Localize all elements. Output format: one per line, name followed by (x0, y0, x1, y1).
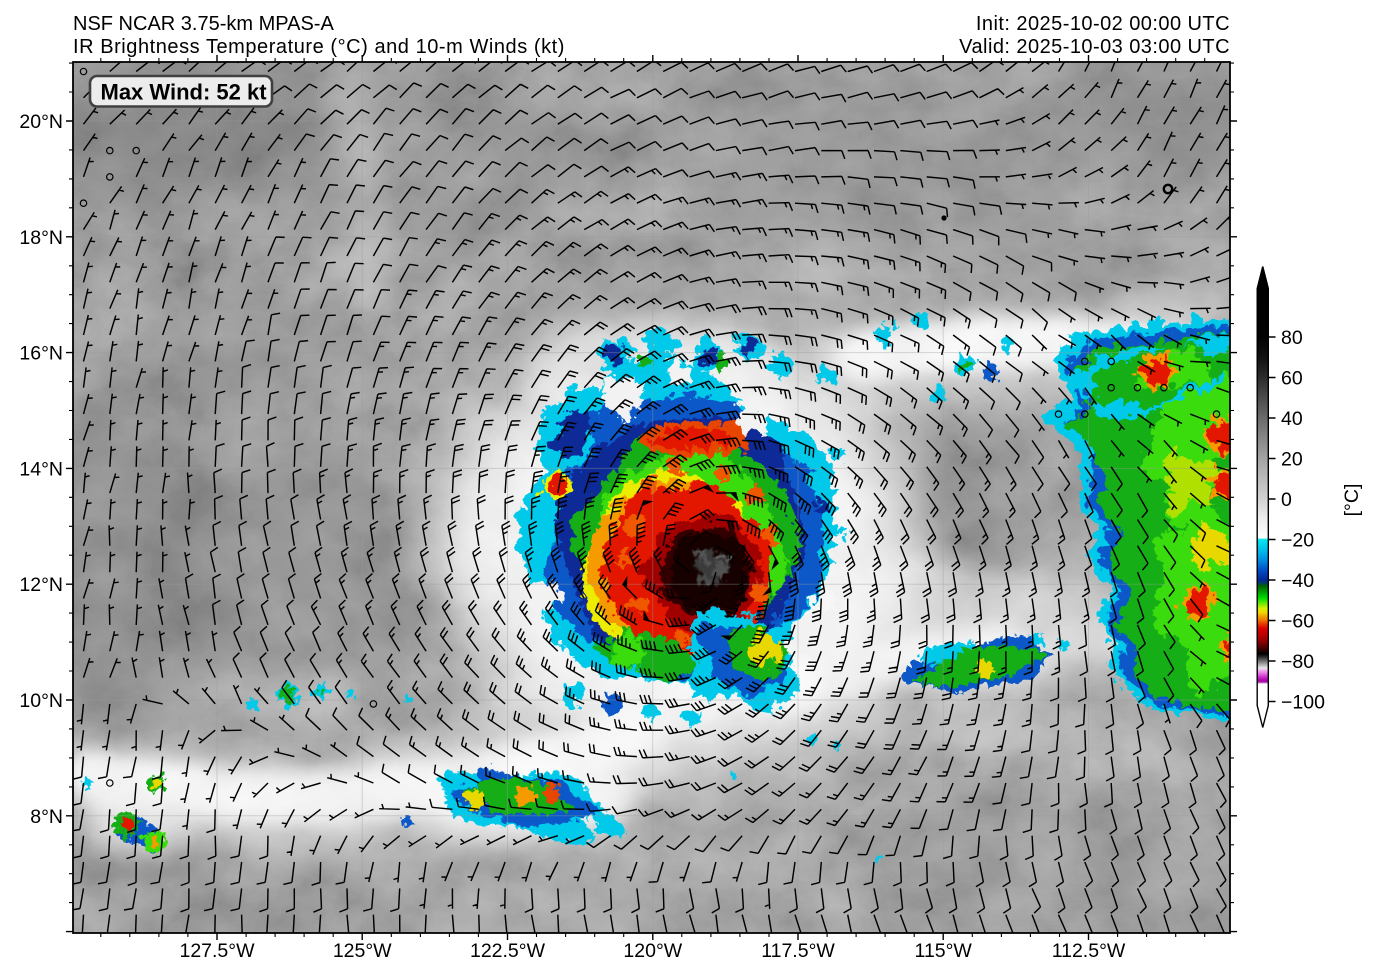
svg-text:18°N: 18°N (19, 227, 63, 249)
svg-text:−80: −80 (1281, 651, 1314, 673)
svg-text:12°N: 12°N (19, 574, 63, 596)
svg-text:127.5°W: 127.5°W (179, 940, 255, 962)
svg-text:117.5°W: 117.5°W (761, 940, 835, 962)
svg-text:−100: −100 (1281, 692, 1325, 714)
svg-text:10°N: 10°N (19, 690, 63, 712)
svg-text:40: 40 (1281, 408, 1303, 430)
svg-text:8°N: 8°N (30, 806, 63, 828)
svg-text:Init: 2025-10-02 00:00 UTC: Init: 2025-10-02 00:00 UTC (976, 13, 1230, 35)
svg-text:Max Wind: 52 kt: Max Wind: 52 kt (101, 80, 268, 105)
svg-text:NSF NCAR 3.75-km MPAS-A: NSF NCAR 3.75-km MPAS-A (73, 13, 334, 35)
svg-text:115°W: 115°W (915, 940, 973, 962)
svg-text:0: 0 (1281, 489, 1292, 511)
svg-text:80: 80 (1281, 327, 1303, 349)
svg-text:14°N: 14°N (19, 458, 63, 480)
svg-text:−60: −60 (1281, 611, 1314, 633)
svg-text:120°W: 120°W (623, 940, 682, 962)
svg-text:−40: −40 (1281, 570, 1314, 592)
svg-text:16°N: 16°N (19, 343, 63, 365)
svg-text:−20: −20 (1281, 530, 1314, 552)
svg-text:122.5°W: 122.5°W (470, 940, 546, 962)
svg-text:20°N: 20°N (19, 111, 63, 133)
svg-text:112.5°W: 112.5°W (1052, 940, 1126, 962)
svg-text:IR Brightness Temperature (°C): IR Brightness Temperature (°C) and 10-m … (73, 36, 565, 58)
svg-text:Valid: 2025-10-03 03:00 UTC: Valid: 2025-10-03 03:00 UTC (959, 36, 1230, 58)
svg-text:125°W: 125°W (333, 940, 392, 962)
svg-text:60: 60 (1281, 368, 1303, 390)
svg-text:20: 20 (1281, 449, 1303, 471)
svg-text:[°C]: [°C] (1341, 484, 1363, 517)
